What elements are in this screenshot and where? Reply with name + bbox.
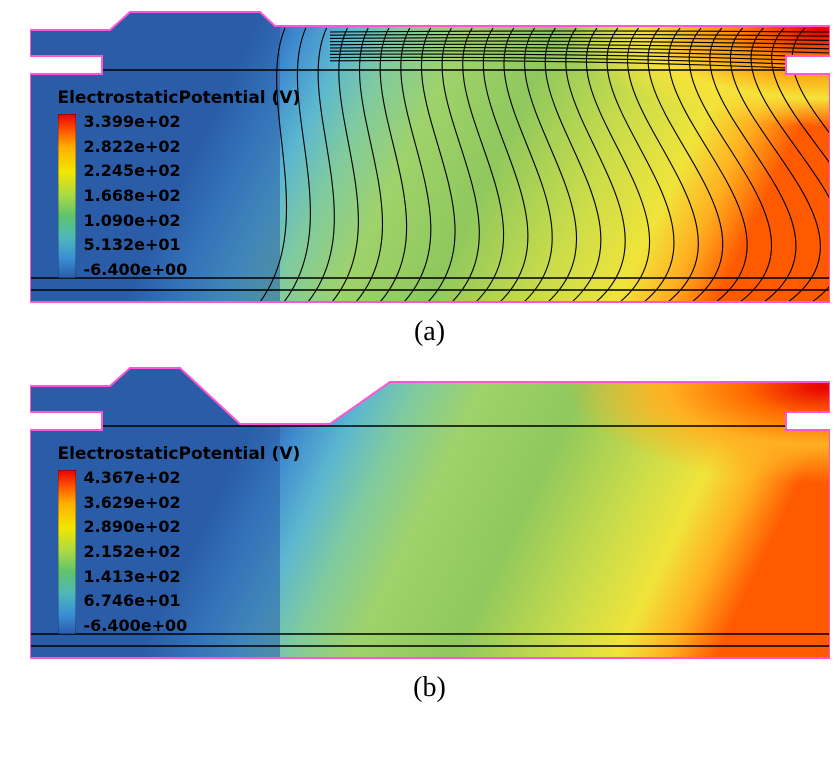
panel-a-legend-labels: 3.399e+02 2.822e+02 2.245e+02 1.668e+02 1.09…: [84, 114, 188, 278]
legend-tick-label: 1.413e+02: [84, 569, 188, 585]
panel-a-caption: (a): [30, 316, 830, 348]
panel-b: ElectrostaticPotential (V) 4.367e+02 3.62…: [30, 366, 830, 704]
legend-tick-label: 6.746e+01: [84, 593, 188, 609]
panel-b-colorbar: [58, 470, 76, 634]
panel-b-legend: ElectrostaticPotential (V) 4.367e+02 3.62…: [58, 444, 301, 634]
legend-tick-label: -6.400e+00: [84, 262, 188, 278]
legend-tick-label: 5.132e+01: [84, 237, 188, 253]
legend-tick-label: 2.152e+02: [84, 544, 188, 560]
legend-tick-label: -6.400e+00: [84, 618, 188, 634]
legend-tick-label: 1.668e+02: [84, 188, 188, 204]
panel-b-legend-labels: 4.367e+02 3.629e+02 2.890e+02 2.152e+02 1.41…: [84, 470, 188, 634]
legend-tick-label: 2.822e+02: [84, 139, 188, 155]
panel-b-legend-body: 4.367e+02 3.629e+02 2.890e+02 2.152e+02 1.41…: [58, 470, 301, 634]
legend-tick-label: 2.245e+02: [84, 163, 188, 179]
panel-a-plot: ElectrostaticPotential (V) 3.399e+02 2.82…: [30, 10, 830, 310]
panel-b-legend-title: ElectrostaticPotential (V): [58, 444, 301, 464]
panel-a-colorbar: [58, 114, 76, 278]
legend-tick-label: 1.090e+02: [84, 213, 188, 229]
legend-tick-label: 3.629e+02: [84, 495, 188, 511]
panel-a: ElectrostaticPotential (V) 3.399e+02 2.82…: [30, 10, 830, 348]
legend-tick-label: 4.367e+02: [84, 470, 188, 486]
panel-a-legend-body: 3.399e+02 2.822e+02 2.245e+02 1.668e+02 1.09…: [58, 114, 301, 278]
legend-tick-label: 2.890e+02: [84, 519, 188, 535]
panel-b-plot: ElectrostaticPotential (V) 4.367e+02 3.62…: [30, 366, 830, 666]
panel-a-legend-title: ElectrostaticPotential (V): [58, 88, 301, 108]
legend-tick-label: 3.399e+02: [84, 114, 188, 130]
panel-a-legend: ElectrostaticPotential (V) 3.399e+02 2.82…: [58, 88, 301, 278]
panel-b-caption: (b): [30, 672, 830, 704]
